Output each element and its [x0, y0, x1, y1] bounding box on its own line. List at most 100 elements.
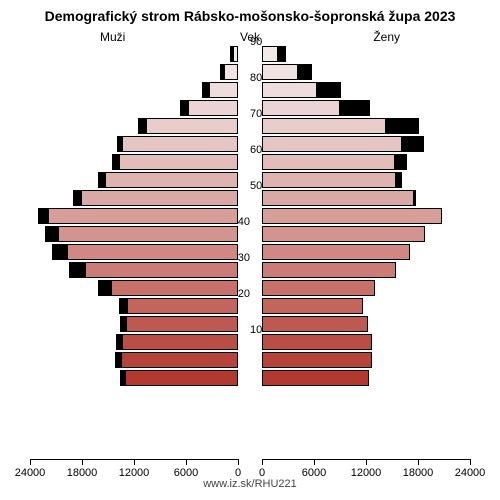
x-tick	[186, 459, 187, 465]
bar-men-accent	[202, 82, 208, 98]
bar-men-accent	[112, 154, 119, 170]
pyramid-row	[30, 279, 470, 297]
bar-men	[122, 334, 238, 350]
bar-women-accent	[278, 46, 286, 62]
bar-men	[121, 352, 238, 368]
source-url: www.iz.sk/RHU221	[0, 478, 500, 490]
pyramid-row	[30, 369, 470, 387]
bar-men-accent	[38, 208, 48, 224]
age-label: 30	[238, 252, 250, 264]
bar-men-accent	[180, 100, 188, 116]
label-women: Ženy	[373, 30, 400, 44]
bar-men	[127, 298, 238, 314]
pyramid-row: 90	[30, 45, 470, 63]
pyramid-row: 80	[30, 81, 470, 99]
pyramid-row: 50	[30, 189, 470, 207]
bar-women-accent	[317, 82, 340, 98]
label-men: Muži	[100, 30, 125, 44]
bar-women-accent	[298, 64, 313, 80]
age-label: 40	[238, 216, 250, 228]
x-tick	[470, 459, 471, 465]
bar-women	[262, 136, 402, 152]
bar-women-accent	[414, 190, 416, 206]
bar-men	[122, 136, 238, 152]
bar-women	[262, 262, 396, 278]
x-tick	[30, 459, 31, 465]
bar-women	[262, 280, 375, 296]
bar-women-accent	[340, 100, 370, 116]
bar-men	[233, 46, 238, 62]
bar-men-accent	[117, 136, 122, 152]
bar-men-accent	[98, 172, 105, 188]
x-tick	[262, 459, 263, 465]
bar-women	[262, 82, 317, 98]
bar-women	[262, 334, 372, 350]
age-label: 10	[250, 324, 262, 336]
bar-men	[188, 100, 238, 116]
bar-men-accent	[230, 46, 233, 62]
bar-men	[125, 370, 238, 386]
bar-men	[111, 280, 238, 296]
pyramid-row: 10	[30, 333, 470, 351]
x-tick	[238, 459, 239, 465]
bar-women-accent	[395, 154, 406, 170]
chart-title: Demografický strom Rábsko-mošonsko-šopro…	[0, 8, 500, 24]
bar-women	[262, 154, 395, 170]
age-label: 20	[238, 288, 250, 300]
bar-men	[209, 82, 238, 98]
x-tick	[418, 459, 419, 465]
age-label: 70	[250, 108, 262, 120]
bar-men-accent	[220, 64, 224, 80]
bar-women-accent	[386, 118, 419, 134]
x-axis: 0600012000180002400006000120001800024000	[30, 459, 470, 460]
pyramid-row	[30, 351, 470, 369]
bar-men	[146, 118, 238, 134]
bar-women	[262, 172, 396, 188]
bar-men-accent	[120, 316, 126, 332]
pyramid-row: 30	[30, 261, 470, 279]
bar-women	[262, 352, 372, 368]
bar-women	[262, 370, 369, 386]
pyramid-row: 70	[30, 117, 470, 135]
pyramid-row: 40	[30, 225, 470, 243]
x-tick	[314, 459, 315, 465]
age-label: 60	[250, 144, 262, 156]
age-label: 50	[250, 180, 262, 192]
bar-men-accent	[115, 352, 121, 368]
bar-women	[262, 64, 298, 80]
bar-women	[262, 190, 414, 206]
bar-men	[48, 208, 238, 224]
bar-women-accent	[402, 136, 424, 152]
bar-men-accent	[69, 262, 85, 278]
age-label: 80	[250, 72, 262, 84]
bar-men	[119, 154, 238, 170]
age-label: 90	[250, 36, 262, 48]
pyramid-row	[30, 243, 470, 261]
bar-men	[126, 316, 238, 332]
bar-men-accent	[119, 298, 127, 314]
bar-women	[262, 118, 386, 134]
bar-men-accent	[45, 226, 58, 242]
bar-women	[262, 46, 278, 62]
bar-women	[262, 100, 340, 116]
pyramid-row: 20	[30, 297, 470, 315]
bar-men	[105, 172, 238, 188]
pyramid-row: 60	[30, 153, 470, 171]
pyramid-row	[30, 207, 470, 225]
x-tick	[82, 459, 83, 465]
bar-men	[67, 244, 238, 260]
bar-men	[58, 226, 238, 242]
bar-women	[262, 244, 410, 260]
bar-men	[224, 64, 238, 80]
x-tick	[134, 459, 135, 465]
bar-men-accent	[73, 190, 81, 206]
bar-men	[81, 190, 238, 206]
bar-women	[262, 316, 368, 332]
bar-men	[85, 262, 238, 278]
x-tick	[366, 459, 367, 465]
bar-men-accent	[52, 244, 68, 260]
bar-men-accent	[120, 370, 125, 386]
bar-men-accent	[98, 280, 111, 296]
bar-men-accent	[116, 334, 122, 350]
bar-women	[262, 226, 425, 242]
